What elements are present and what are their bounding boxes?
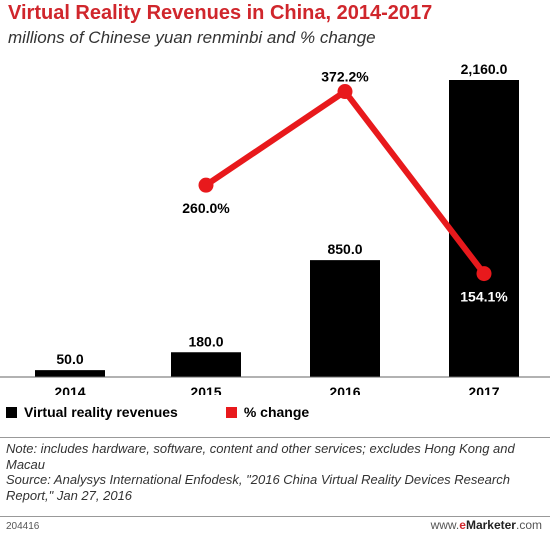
brand-logo: www.eMarketer.com (431, 518, 542, 532)
legend-label-revenues: Virtual reality revenues (24, 404, 178, 420)
bar-2014 (35, 370, 105, 377)
note-text: Note: includes hardware, software, conte… (6, 441, 515, 472)
brand-suffix: .com (515, 518, 542, 532)
legend-swatch-line (225, 406, 237, 418)
line-value-label-2017: 154.1% (460, 289, 508, 305)
line-point-2017 (476, 266, 492, 282)
chart-title: Virtual Reality Revenues in China, 2014-… (8, 2, 433, 24)
line-value-label-2015: 260.0% (182, 200, 230, 216)
brand-prefix: www. (430, 518, 460, 532)
line-value-label-2016: 372.2% (321, 69, 369, 85)
footer-divider-bottom (0, 516, 550, 517)
source-text: Source: Analysys International Enfodesk,… (6, 472, 510, 503)
category-label-2014: 2014 (54, 384, 85, 395)
bar-2015 (171, 352, 241, 377)
legend: Virtual reality revenues % change (6, 404, 357, 420)
footnote: Note: includes hardware, software, conte… (6, 441, 546, 503)
legend-item-revenues: Virtual reality revenues (6, 404, 178, 420)
bar-value-label-2015: 180.0 (188, 333, 223, 349)
footer-divider-top (0, 437, 550, 438)
bar-value-label-2017: 2,160.0 (461, 61, 508, 77)
bar-2017 (449, 80, 519, 377)
line-point-2016 (337, 84, 353, 100)
brand-name: Marketer (465, 518, 516, 532)
category-label-2015: 2015 (190, 384, 221, 395)
bar-value-label-2014: 50.0 (56, 351, 83, 367)
category-label-2017: 2017 (468, 384, 499, 395)
chart-id: 204416 (6, 521, 40, 532)
bar-value-label-2016: 850.0 (327, 241, 362, 257)
bar-2016 (310, 260, 380, 377)
legend-label-change: % change (243, 404, 310, 420)
line-point-2015 (198, 177, 214, 193)
legend-swatch-bar (6, 406, 17, 418)
legend-item-change: % change (225, 404, 310, 420)
chart-subtitle: millions of Chinese yuan renminbi and % … (8, 28, 376, 47)
combo-chart: 50.0 2014 180.0 2015 850.0 2016 2,160.0 2017 260… (0, 61, 550, 395)
category-label-2016: 2016 (329, 384, 360, 395)
brand-e: e (459, 518, 466, 532)
